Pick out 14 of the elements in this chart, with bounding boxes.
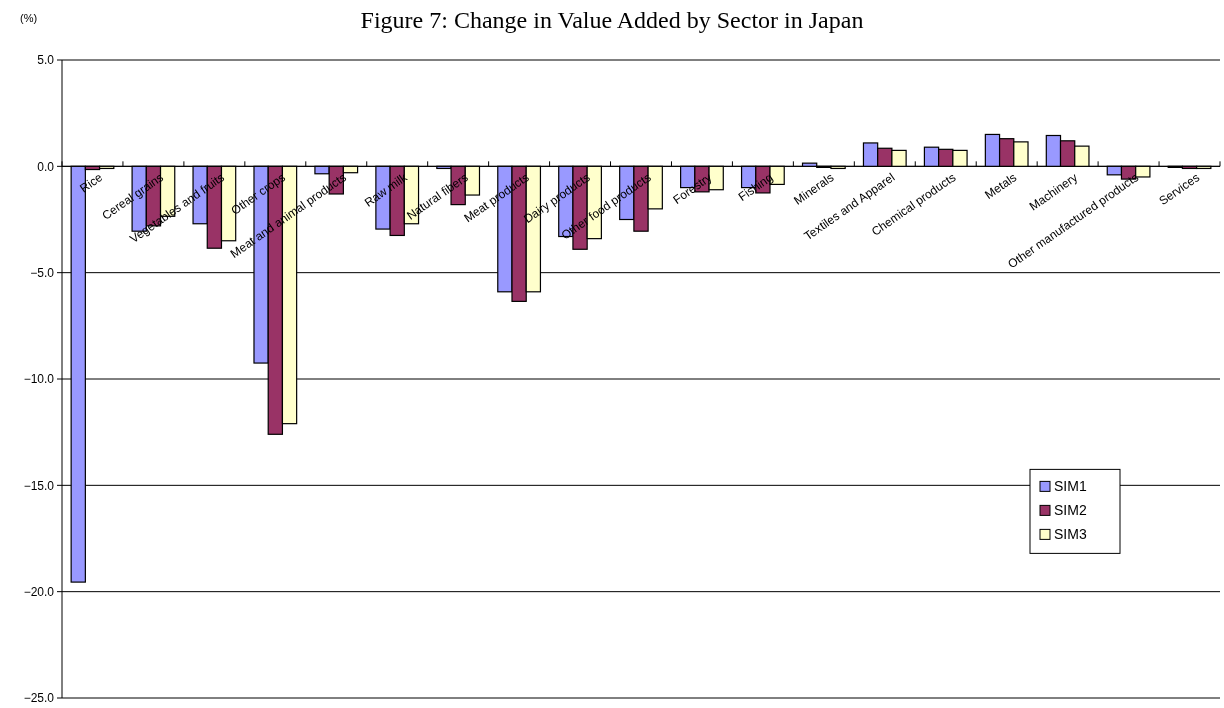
y-tick-label: −25.0 (23, 691, 55, 706)
y-tick-label: 0.0 (37, 159, 55, 174)
legend-label: SIM2 (1054, 502, 1087, 519)
y-axis-title: (%) (20, 12, 38, 24)
legend-label: SIM3 (1054, 526, 1087, 543)
y-tick-label: −15.0 (23, 478, 55, 493)
x-tick-label: Rice (77, 170, 106, 196)
y-tick-label: −10.0 (23, 372, 55, 387)
x-tick-label: Raw milk (361, 169, 411, 210)
legend-label: SIM1 (1054, 478, 1087, 495)
y-tick-label: 5.0 (37, 53, 55, 68)
chart-title: Figure 7: Change in Value Added by Sector in Japan (360, 7, 864, 33)
y-tick-label: −20.0 (23, 584, 55, 599)
y-tick-label: −5.0 (30, 265, 55, 280)
